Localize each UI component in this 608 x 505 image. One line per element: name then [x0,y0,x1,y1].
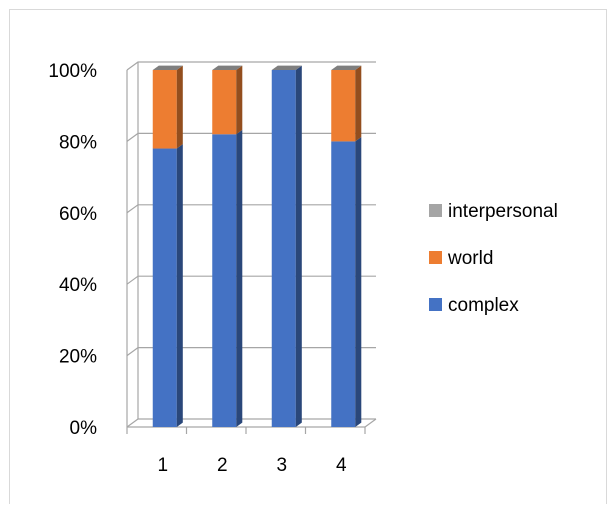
floor-edge [364,418,377,428]
y-tick-label: 20% [59,347,97,368]
bar-top-cap [152,65,183,70]
y-tick-label: 100% [48,61,97,82]
y-tick-label: 60% [59,204,97,225]
tick-labels: 0% 20% 40% 60% 80% 100% 1 2 3 4 [48,61,347,476]
legend-label: world [447,248,493,269]
legend-item-complex: complex [429,295,519,316]
bar-segment-complex [212,129,243,428]
gridlines [126,61,376,428]
bar-segment-world [331,65,362,142]
y-tick-label: 40% [59,275,97,296]
legend-label: complex [448,295,519,316]
legend-label: interpersonal [448,201,558,222]
bars [152,65,362,428]
y-tick-label: 0% [70,418,98,439]
legend-swatch [429,298,442,311]
bar-segment-world [152,65,183,149]
legend-item-world: world [429,248,493,269]
bar-segment-complex [152,144,183,428]
bar-segment-complex [271,65,302,427]
bar-top-cap [331,65,362,70]
legend: interpersonal world complex [429,201,558,316]
x-tick-label: 2 [217,455,228,476]
x-tick-label: 1 [157,455,168,476]
x-tick-label: 4 [336,455,347,476]
legend-swatch [429,251,442,264]
chart-frame [9,9,607,504]
y-tick-label: 80% [59,132,97,153]
bar-segment-world [212,65,243,135]
bar-segment-complex [331,137,362,427]
legend-item-interpersonal: interpersonal [429,201,558,222]
legend-swatch [429,204,442,217]
bar-top-cap [212,65,243,70]
bar-top-cap [271,65,302,70]
x-tick-label: 3 [276,455,287,476]
